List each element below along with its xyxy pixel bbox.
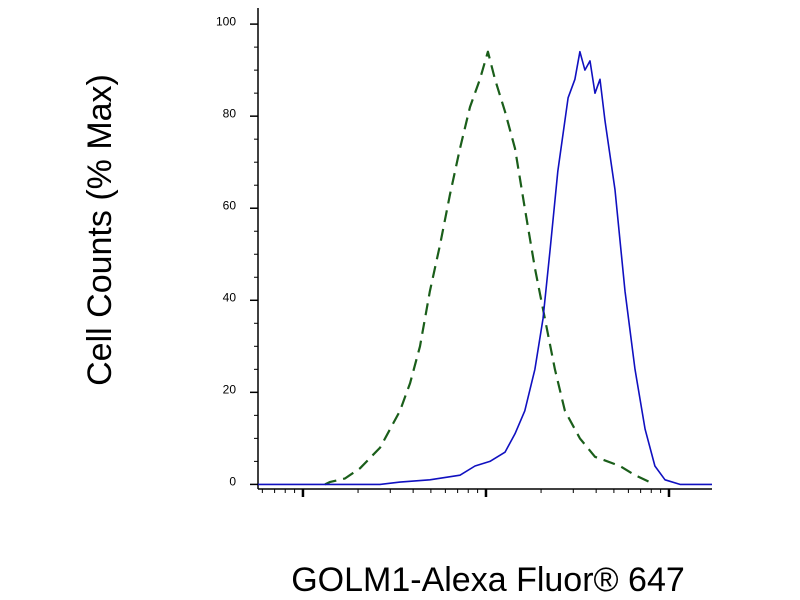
y-tick-label: 20 — [223, 383, 237, 397]
y-tick-label: 60 — [223, 198, 237, 212]
y-tick-label: 100 — [216, 14, 236, 28]
y-tick-label: 80 — [223, 106, 237, 120]
histogram-line — [258, 50, 712, 486]
y-tick-label: 0 — [229, 475, 236, 489]
y-axis-title: Cell Counts (% Max) — [81, 74, 119, 386]
x-axis-title: GOLM1-Alexa Fluor® 647 — [291, 561, 685, 599]
y-tick-label: 40 — [223, 290, 237, 304]
histogram-line — [324, 50, 651, 486]
